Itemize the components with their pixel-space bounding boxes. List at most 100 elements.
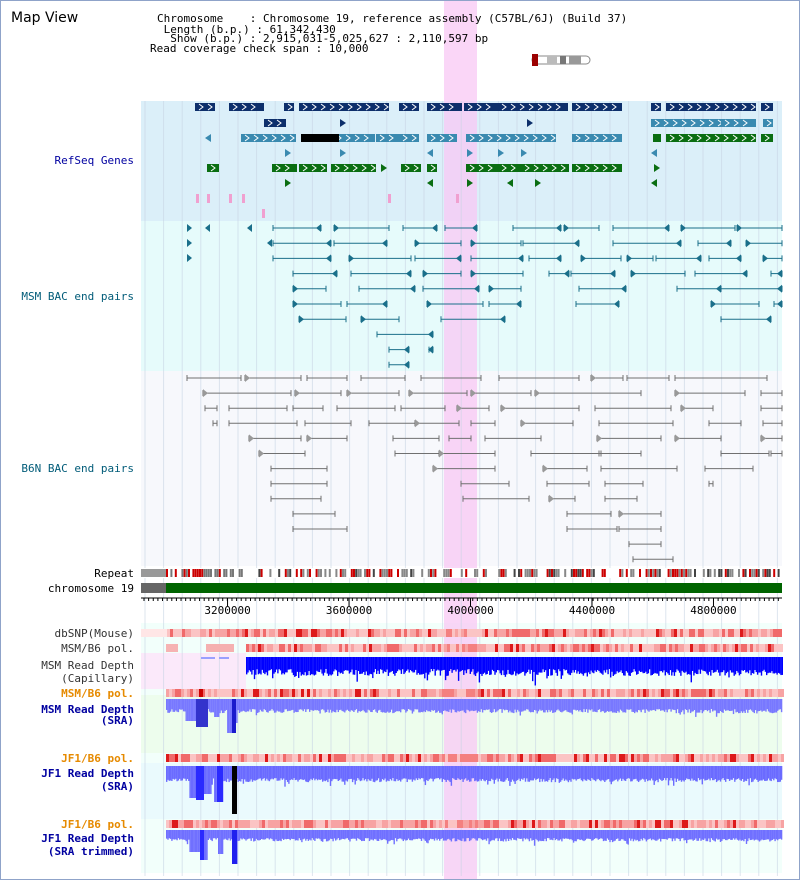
pol-block	[166, 644, 178, 652]
jf1-trimmed-depth-bar	[214, 830, 216, 839]
refseq-gene-dark	[301, 134, 339, 142]
msm-capillary-depth-bar	[441, 657, 443, 671]
jf1-b6-pol-strip-bin	[274, 754, 277, 762]
msm-b6-pol-strip-bin	[630, 644, 633, 652]
jf1-b6-pol-strip-bin	[781, 754, 784, 762]
msm-capillary-depth-bar	[360, 657, 362, 674]
gene-strand-mark	[532, 134, 538, 142]
msm-b6-pol2-strip-bin	[706, 689, 709, 697]
track-label-refseq-genes[interactable]: RefSeq Genes	[54, 154, 134, 167]
jf1-trimmed-depth-bar	[706, 830, 709, 842]
msm-sra-depth-bar	[316, 699, 319, 711]
msm-sra-depth-bar	[461, 699, 463, 711]
jf1-sra-depth-bar	[517, 766, 519, 781]
msm-sra-depth-bar	[666, 699, 668, 713]
jf1-trimmed-depth-bar	[294, 830, 297, 841]
jf1-b6-pol2-strip-bin	[781, 820, 784, 828]
msm-b6-pol2-strip-bin	[658, 689, 661, 697]
track-label-msm-depth-capillary[interactable]: MSM Read Depth	[41, 659, 134, 672]
dbsnp-strip-bin	[560, 629, 563, 637]
jf1-b6-pol-strip-bin	[316, 754, 319, 762]
jf1-trimmed-depth-bar	[536, 830, 538, 841]
track-label-msm-depth-sra[interactable]: MSM Read Depth	[41, 703, 134, 716]
jf1-b6-pol2-strip-bin	[394, 820, 397, 828]
track-label-msm-depth-sra-sub[interactable]: (SRA)	[100, 714, 134, 727]
jf1-b6-pol2-strip-bin	[433, 820, 436, 828]
jf1-sra-depth-bar	[680, 766, 683, 782]
jf1-b6-pol-strip-bin	[175, 754, 178, 762]
msm-sra-depth-bar	[436, 699, 438, 713]
jf1-sra-depth-bar	[665, 766, 667, 781]
msm-capillary-depth-bar	[746, 657, 748, 672]
jf1-sra-depth-bar	[692, 766, 694, 781]
track-label-jf1-b6-pol[interactable]: JF1/B6 pol.	[61, 752, 134, 765]
jf1-sra-depth-bar	[185, 766, 187, 781]
jf1-trimmed-depth-bar	[523, 830, 525, 839]
repeat-element	[520, 569, 523, 577]
msm-b6-pol2-strip-bin	[592, 689, 595, 697]
jf1-sra-depth-bar	[401, 766, 403, 780]
jf1-b6-pol-strip-bin	[331, 754, 334, 762]
dbsnp-strip-bin	[545, 629, 548, 637]
dbsnp-strip-bin	[776, 629, 779, 637]
gene-strand-mark	[388, 134, 394, 142]
gene-strand-mark	[354, 134, 360, 142]
msm-capillary-depth-bar	[693, 657, 695, 676]
jf1-b6-pol-strip-bin	[676, 754, 679, 762]
track-label-b6n-bac[interactable]: B6N BAC end pairs	[21, 462, 134, 475]
jf1-b6-pol2-strip-bin	[688, 820, 691, 828]
jf1-sra-depth-bar	[774, 766, 776, 779]
jf1-trimmed-depth-bar	[731, 830, 733, 840]
track-label-msm-bac[interactable]: MSM BAC end pairs	[21, 290, 134, 303]
msm-b6-pol2-strip-bin	[373, 689, 376, 697]
jf1-b6-pol-strip-bin	[304, 754, 307, 762]
dbsnp-strip-bin	[569, 629, 572, 637]
jf1-b6-pol2-strip-bin	[598, 820, 601, 828]
track-label-msm-b6-pol[interactable]: MSM/B6 pol.	[61, 642, 134, 655]
msm-capillary-depth-bar	[565, 657, 568, 670]
msm-b6-pol-strip-bin	[636, 644, 639, 652]
msm-b6-pol-strip-bin	[732, 644, 735, 652]
track-label-jf1-depth-sra-sub[interactable]: (SRA)	[100, 780, 134, 793]
jf1-sra-depth-bar	[279, 766, 281, 781]
bac-end-marker	[267, 239, 272, 247]
jf1-trimmed-depth-bar	[416, 830, 419, 840]
jf1-b6-pol-strip-bin	[406, 754, 409, 762]
track-label-msm-depth-capillary-sub[interactable]: (Capillary)	[61, 672, 134, 685]
gene-strand-mark	[584, 134, 590, 142]
jf1-trimmed-depth-bar	[667, 830, 670, 839]
jf1-trimmed-depth-bar	[717, 830, 719, 840]
track-label-repeat[interactable]: Repeat	[94, 567, 134, 580]
msm-sra-depth-bar	[286, 699, 289, 712]
track-label-jf1-depth-sra[interactable]: JF1 Read Depth	[41, 767, 134, 780]
dbsnp-strip-bin	[260, 629, 263, 637]
msm-b6-pol-strip-bin	[474, 644, 477, 652]
gene-strand-mark	[654, 103, 660, 111]
jf1-b6-pol-strip-bin	[289, 754, 292, 762]
jf1-trimmed-depth-bar	[597, 830, 599, 840]
track-label-msm-b6-pol-2[interactable]: MSM/B6 pol.	[61, 687, 134, 700]
msm-capillary-depth-bar	[760, 657, 763, 676]
track-label-chromosome[interactable]: chromosome 19	[47, 582, 134, 595]
repeat-element	[225, 569, 228, 577]
jf1-b6-pol2-strip-bin	[613, 820, 616, 828]
msm-sra-depth-bar	[182, 699, 185, 712]
msm-sra-depth-bar	[530, 699, 532, 713]
msm-sra-depth-bar	[420, 699, 423, 712]
jf1-trimmed-depth-bar	[305, 830, 307, 841]
jf1-sra-depth-bar	[519, 766, 521, 782]
msm-b6-pol-strip-bin	[435, 644, 438, 652]
track-label-jf1-depth-trimmed[interactable]: JF1 Read Depth	[41, 832, 134, 845]
jf1-b6-pol-strip-bin	[448, 754, 451, 762]
msm-capillary-depth-bar	[762, 657, 764, 672]
chromosome-ideogram[interactable]	[529, 53, 593, 67]
msm-capillary-depth-bar	[598, 657, 600, 672]
jf1-trimmed-depth-bar	[484, 830, 486, 840]
track-label-jf1-depth-trimmed-sub[interactable]: (SRA trimmed)	[47, 845, 134, 858]
jf1-sra-depth-bar	[539, 766, 541, 783]
refseq-gene	[264, 119, 286, 127]
track-label-dbsnp[interactable]: dbSNP(Mouse)	[54, 627, 134, 640]
bac-end-marker	[456, 254, 461, 263]
track-label-jf1-b6-pol-2[interactable]: JF1/B6 pol.	[61, 818, 134, 831]
